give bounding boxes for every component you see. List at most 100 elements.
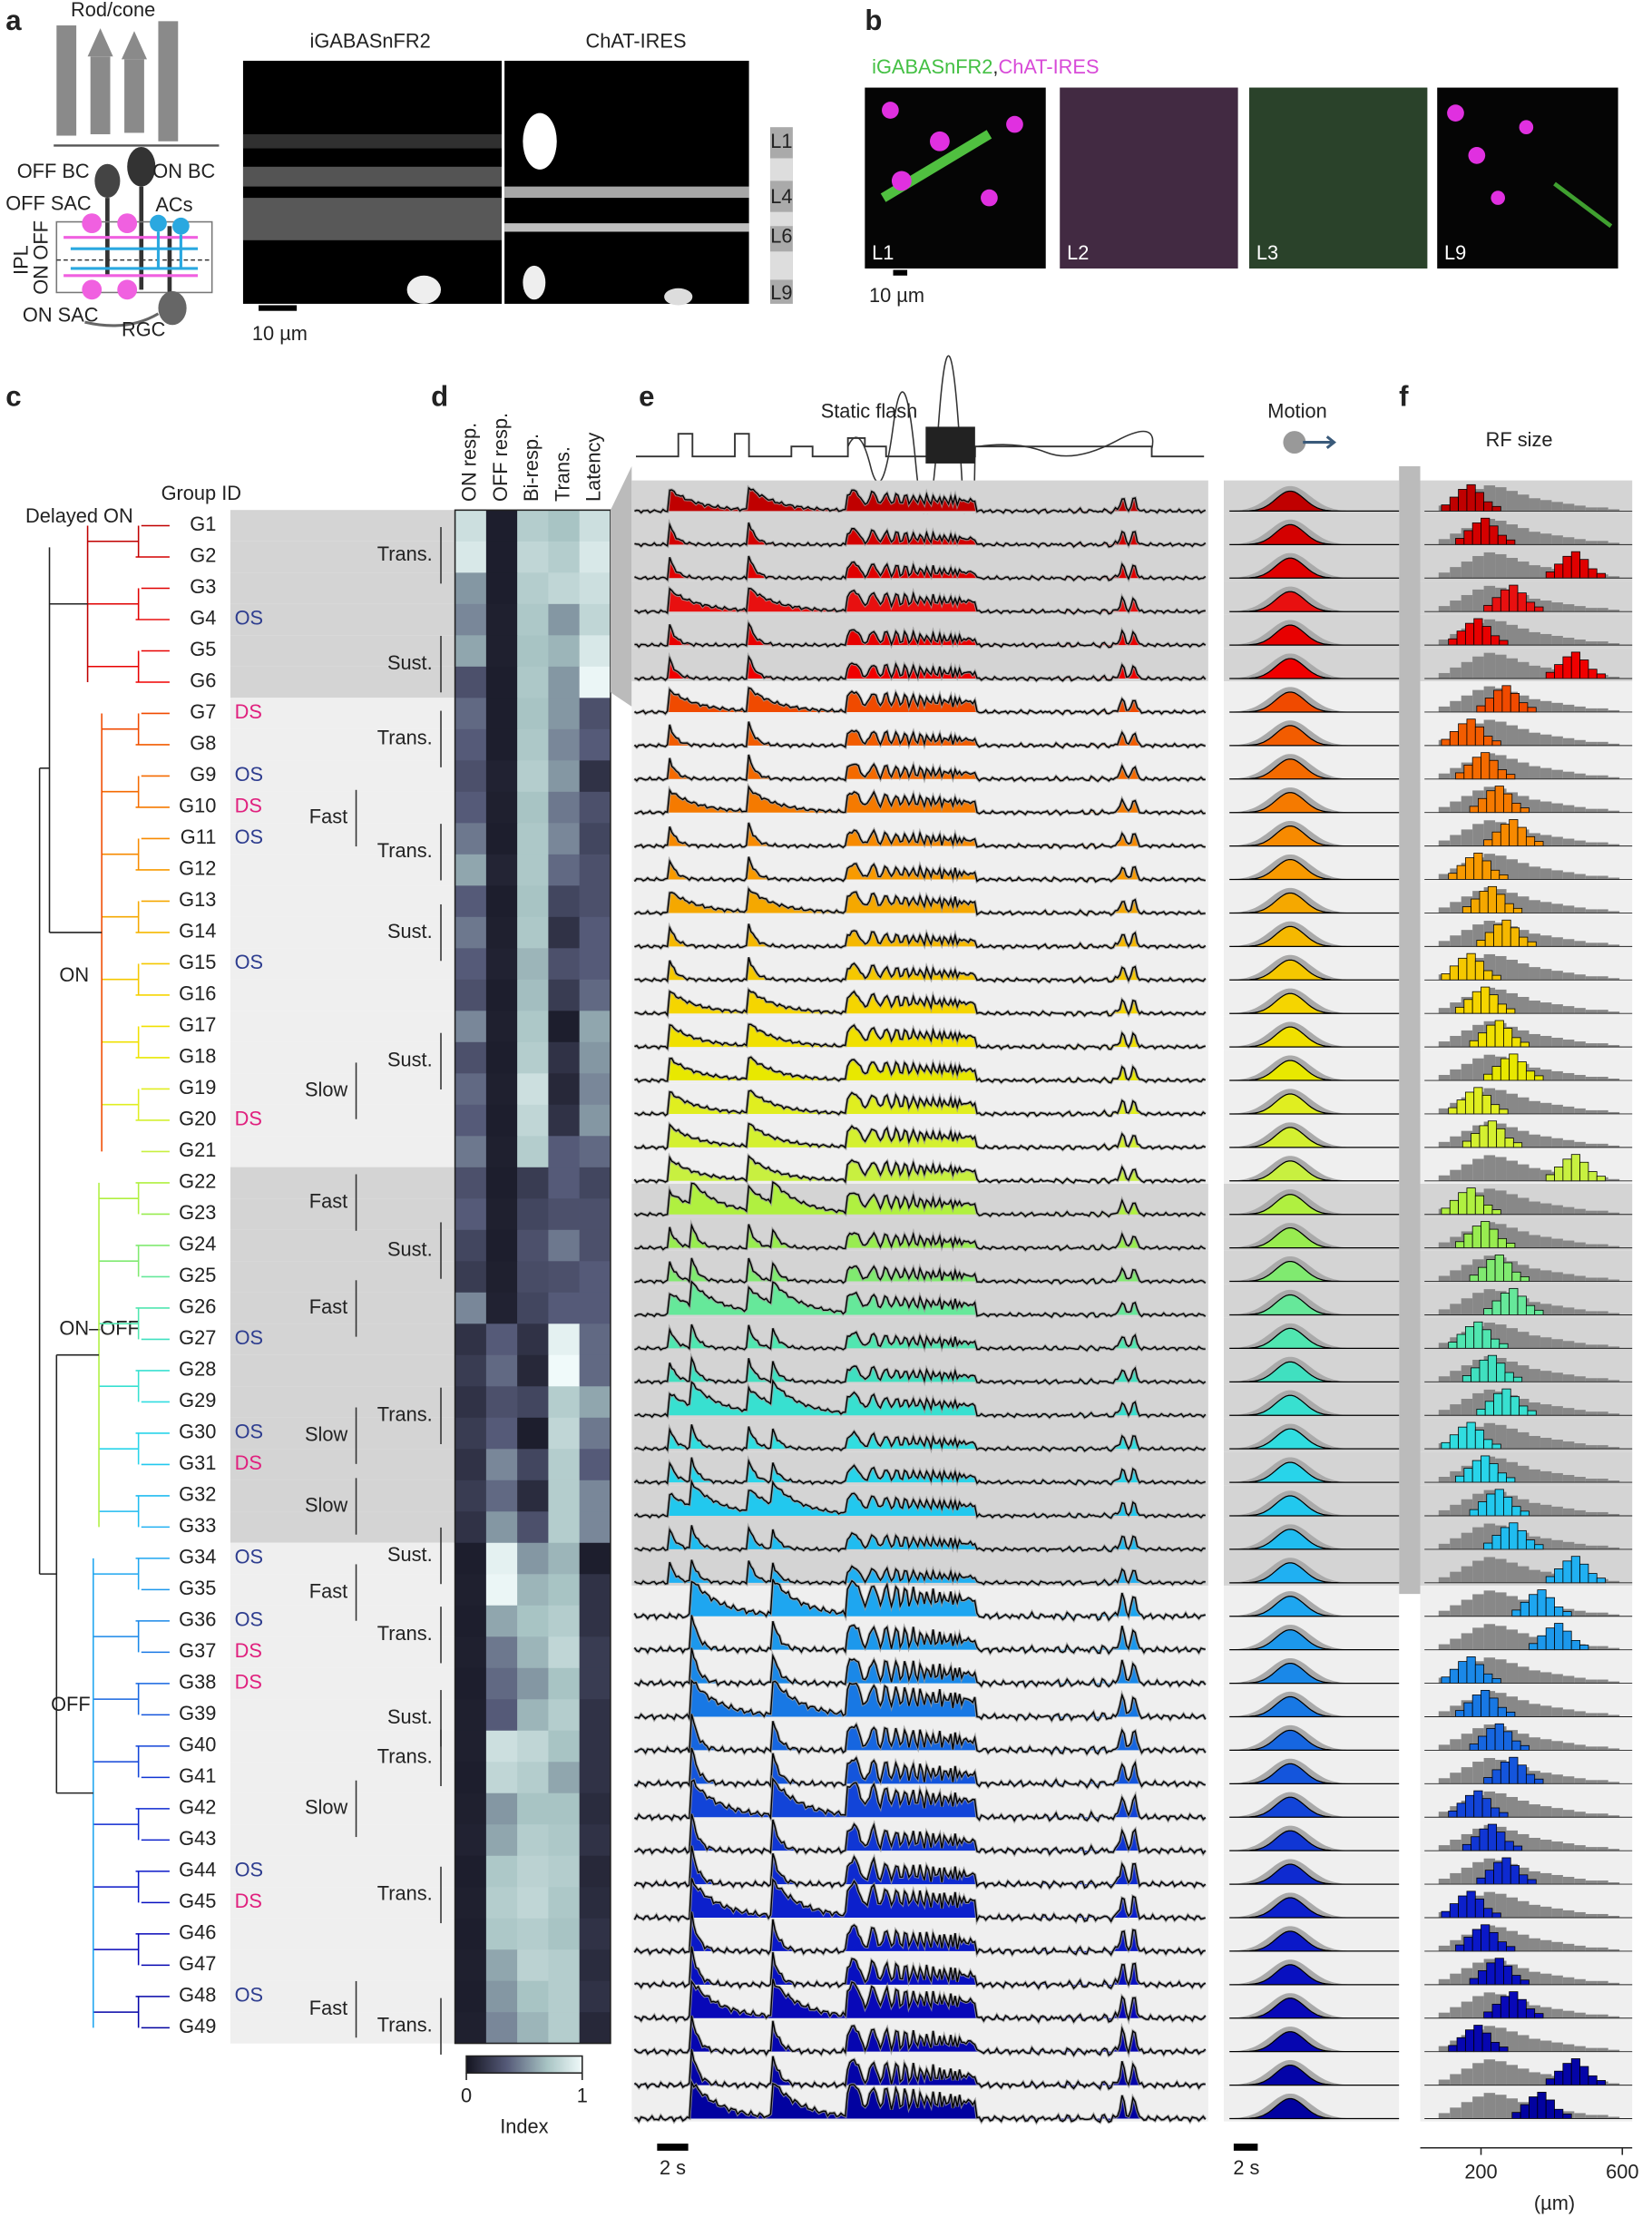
heatmap-cell	[517, 854, 549, 886]
column-label: ON resp.	[457, 423, 480, 502]
group-id: G40	[179, 1734, 216, 1756]
rf-bar-all	[1608, 1079, 1620, 1081]
rf-bar-all	[1585, 1143, 1598, 1148]
motion-fill	[1229, 858, 1400, 881]
heatmap-cell	[579, 1980, 611, 2013]
rf-bar-all	[1506, 725, 1519, 746]
heatmap-cell	[548, 1855, 580, 1888]
heatmap-cell	[517, 979, 549, 1011]
heatmap-cell	[485, 1792, 518, 1825]
motion-fill	[1229, 1260, 1400, 1283]
rf-bar-all	[1608, 1145, 1620, 1148]
group-id: G6	[190, 669, 216, 692]
heatmap-cell	[485, 728, 518, 761]
rf-bar-all	[1518, 1431, 1530, 1450]
heatmap-cell	[548, 1041, 580, 1074]
heatmap-cell	[517, 572, 549, 605]
rf-bar-all	[1608, 2049, 1620, 2052]
rf-bar-all	[1540, 734, 1552, 746]
rf-bar-all	[1518, 661, 1530, 679]
rf-bar-group	[1449, 1199, 1459, 1216]
heatmap-cell	[517, 1949, 549, 1982]
rf-bar-group	[1456, 1099, 1466, 1115]
trace	[634, 1813, 1207, 1856]
trace	[634, 587, 1206, 615]
rf-bar-all	[1540, 1404, 1552, 1416]
rf-bar-group	[1579, 559, 1589, 579]
rf-bar-group	[1500, 1761, 1510, 1784]
rf-bar-all	[1518, 1900, 1530, 1919]
rf-bar-group	[1520, 807, 1530, 814]
rf-bar-group	[1483, 1542, 1493, 1550]
row-background	[230, 1261, 455, 1293]
rf-bar-all	[1608, 1614, 1620, 1617]
rf-bar-all	[1438, 706, 1451, 712]
heatmap-cell	[455, 885, 487, 918]
rf-bar-all	[1597, 909, 1608, 913]
heatmap-cell	[548, 1605, 580, 1637]
motion-fill	[1229, 1796, 1400, 1818]
rf-bar-all	[1551, 635, 1563, 646]
rf-bar-all	[1438, 1945, 1451, 1951]
rf-bar-group	[1500, 824, 1510, 847]
rf-bar-all	[1518, 1566, 1530, 1583]
rf-bar-all	[1608, 978, 1620, 981]
group-id: G8	[190, 732, 216, 755]
heatmap-cell	[485, 823, 518, 855]
rf-bar-all	[1585, 875, 1598, 880]
row-background	[230, 1480, 455, 1512]
rf-bar-group	[1562, 1560, 1572, 1584]
row-background	[230, 1167, 455, 1199]
trace	[634, 1424, 1207, 1452]
rf-bar-all	[1518, 1197, 1530, 1215]
rf-bar-group	[1510, 1865, 1520, 1885]
motion-fill	[1229, 691, 1400, 713]
rf-bar-all	[1597, 507, 1608, 512]
heatmap-cell	[548, 698, 580, 730]
trace	[634, 1280, 1207, 1318]
rf-bar-all	[1608, 1212, 1620, 1215]
rf-bar-all	[1529, 1804, 1540, 1818]
rf-bar-all	[1551, 1808, 1563, 1818]
motion-fill	[1229, 825, 1400, 847]
heatmap-cell	[485, 635, 518, 668]
rf-bar-all	[1608, 777, 1620, 779]
rf-bar-group	[1489, 1228, 1499, 1249]
rf-bar-all	[1574, 806, 1586, 813]
chirp-dense	[925, 426, 975, 464]
rf-bar-group	[1491, 2042, 1500, 2053]
heatmap-cell	[579, 1167, 611, 1199]
rf-bar-group	[1489, 759, 1499, 780]
rf-bar-all	[1483, 2059, 1496, 2085]
rf-bar-group	[1503, 1028, 1513, 1048]
rf-bar-all	[1551, 1138, 1563, 1148]
rf-bar-group	[1512, 1142, 1523, 1148]
rf-bar-group	[1461, 1843, 1471, 1851]
rf-bar-all	[1540, 1035, 1552, 1048]
rf-bar-all	[1472, 1293, 1484, 1315]
group-id: G12	[179, 857, 216, 880]
rf-bar-group	[1471, 898, 1481, 913]
trace	[634, 1647, 1207, 1688]
rf-bar-all	[1551, 736, 1563, 746]
row-background	[230, 760, 455, 792]
rf-bar-group	[1481, 1329, 1491, 1349]
rf-bar-all	[1438, 1041, 1451, 1048]
heatmap-cell	[485, 916, 518, 949]
rf-bar-group	[1449, 1434, 1459, 1450]
rf-bar-group	[1525, 2008, 1536, 2019]
rf-bar-group	[1456, 2037, 1466, 2053]
trace	[634, 486, 1207, 514]
row-background	[230, 1699, 455, 1731]
rf-bar-group	[1489, 525, 1499, 545]
rf-bar-group	[1570, 551, 1580, 579]
rf-bar-all	[1597, 2014, 1608, 2018]
row-background	[230, 1855, 455, 1888]
rf-bar-all	[1562, 1977, 1575, 1985]
rf-bar-group	[1570, 1154, 1580, 1182]
rf-bar-group	[1517, 1529, 1527, 1550]
heatmap-cell	[485, 603, 518, 636]
rf-bar-group	[1455, 1710, 1465, 1717]
trace	[634, 785, 1206, 816]
heatmap-cell	[579, 635, 611, 668]
